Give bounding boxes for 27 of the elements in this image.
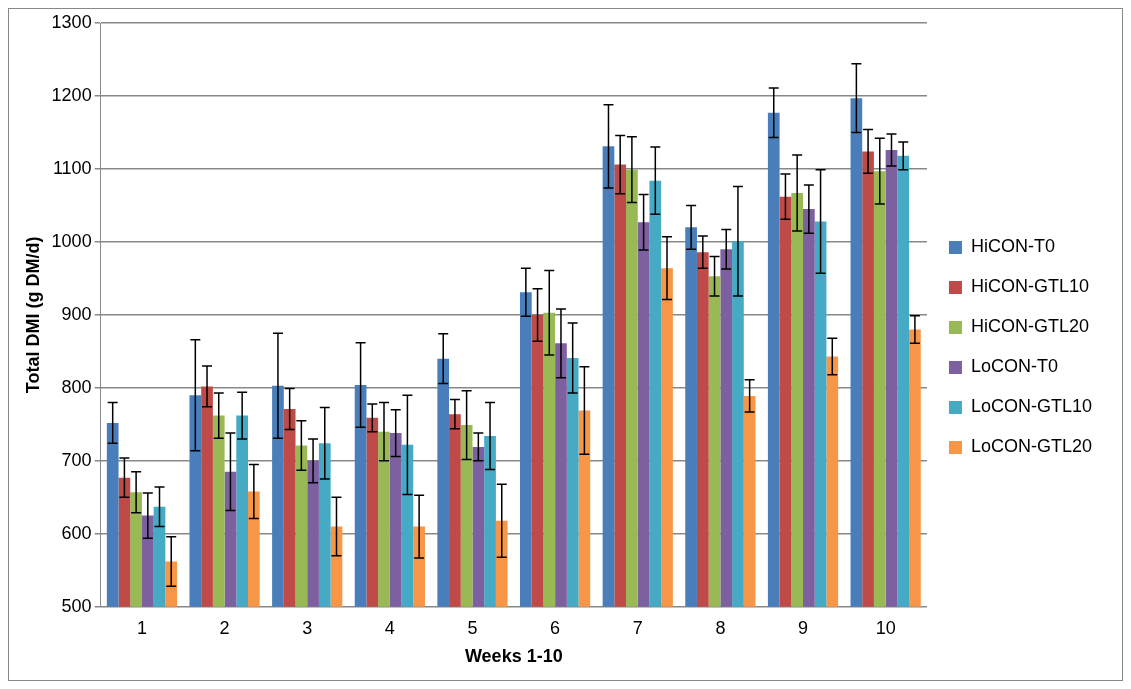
y-tick-label: 1000 (51, 230, 92, 251)
legend-label: LoCON-T0 (970, 356, 1058, 377)
legend-label: LoCON-GTL10 (970, 396, 1092, 417)
y-tick-label: 500 (61, 595, 92, 616)
legend-label: LoCON-GTL20 (970, 436, 1092, 457)
y-tick-label: 1200 (51, 84, 92, 105)
x-tick-label: 8 (715, 617, 726, 638)
x-tick-label: 1 (136, 617, 147, 638)
legend-label: HiCON-GTL10 (970, 276, 1089, 297)
x-tick-label: 5 (467, 617, 478, 638)
x-tick-label: 6 (550, 617, 561, 638)
y-axis-title: Total DMI (g DM/d) (22, 236, 43, 394)
x-tick-label: 2 (219, 617, 230, 638)
y-tick-label: 1100 (52, 157, 92, 178)
y-tick-label: 800 (61, 376, 92, 397)
x-tick-label: 9 (798, 617, 809, 638)
x-axis-title: Weeks 1-10 (464, 646, 563, 667)
x-tick-label: 3 (302, 617, 313, 638)
y-tick-label: 600 (61, 522, 92, 543)
x-tick-label: 10 (875, 617, 896, 638)
y-tick-label: 900 (61, 303, 92, 324)
y-tick-label: 700 (61, 449, 92, 470)
legend-label: HiCON-GTL20 (970, 316, 1089, 337)
y-tick-label: 1300 (51, 11, 92, 32)
x-tick-label: 7 (632, 617, 643, 638)
x-tick-label: 4 (384, 617, 395, 638)
legend-label: HiCON-T0 (970, 236, 1055, 257)
